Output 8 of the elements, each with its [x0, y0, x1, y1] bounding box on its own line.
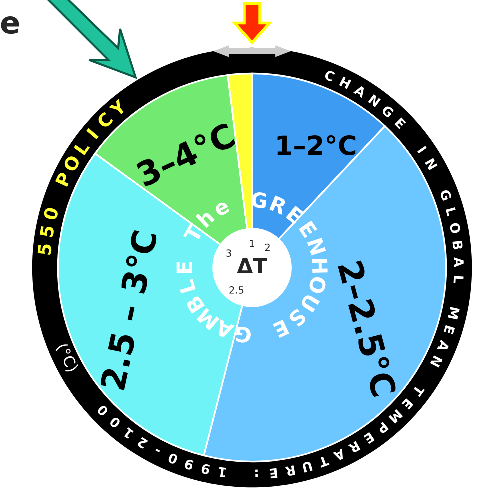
text: (°C): [54, 342, 80, 374]
text: 1: [250, 240, 254, 248]
text: 3: [226, 250, 232, 258]
slice-label: 1–2°C: [278, 135, 356, 156]
text: ΔT: [237, 258, 268, 274]
text: 2.5: [230, 286, 244, 294]
text: 2: [265, 244, 270, 252]
text: e: [1, 16, 20, 34]
